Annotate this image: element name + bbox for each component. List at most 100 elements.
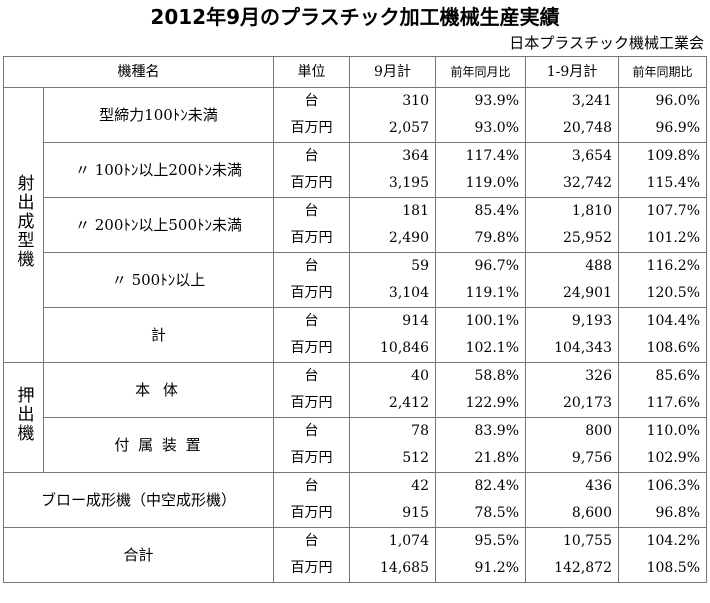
month-yoy-cell: 78.5% bbox=[435, 500, 526, 528]
header-month: 9月計 bbox=[349, 56, 436, 88]
month-cell: 59 bbox=[349, 252, 436, 280]
unit-cell: 百万円 bbox=[273, 445, 350, 473]
cumulative-yoy-cell: 104.4% bbox=[618, 307, 707, 335]
unit-cell: 台 bbox=[273, 197, 350, 225]
header-item: 機種名 bbox=[3, 56, 274, 88]
cumulative-cell: 9,756 bbox=[525, 445, 619, 473]
unit-cell: 百万円 bbox=[273, 335, 350, 363]
cumulative-yoy-cell: 110.0% bbox=[618, 417, 707, 445]
cumulative-cell: 32,742 bbox=[525, 170, 619, 198]
table-row: 百万円 2,057 93.0% 20,748 96.9% bbox=[4, 115, 707, 143]
header-unit: 単位 bbox=[273, 56, 350, 88]
cumulative-yoy-cell: 120.5% bbox=[618, 280, 707, 308]
cumulative-cell: 488 bbox=[525, 252, 619, 280]
cumulative-yoy-cell: 106.3% bbox=[618, 472, 707, 500]
unit-cell: 百万円 bbox=[273, 280, 350, 308]
table-row: 〃 100ﾄﾝ以上200ﾄﾝ未満 台 364 117.4% 3,654 109.… bbox=[4, 142, 707, 198]
table-row: 〃 500ﾄﾝ以上 台 59 96.7% 488 116.2% bbox=[4, 252, 707, 308]
cumulative-cell: 800 bbox=[525, 417, 619, 445]
cumulative-cell: 20,748 bbox=[525, 115, 619, 143]
month-yoy-cell: 93.9% bbox=[435, 87, 526, 115]
month-yoy-cell: 95.5% bbox=[435, 527, 526, 555]
cumulative-cell: 9,193 bbox=[525, 307, 619, 335]
month-yoy-cell: 100.1% bbox=[435, 307, 526, 335]
cumulative-yoy-cell: 115.4% bbox=[618, 170, 707, 198]
month-yoy-cell: 83.9% bbox=[435, 417, 526, 445]
table-row: 付 属 装 置 台 78 83.9% 800 110.0% bbox=[4, 417, 707, 473]
month-cell: 364 bbox=[349, 142, 436, 170]
cumulative-yoy-cell: 102.9% bbox=[618, 445, 707, 473]
cumulative-yoy-cell: 117.6% bbox=[618, 390, 707, 418]
item-label: 〃 200ﾄﾝ以上500ﾄﾝ未満 bbox=[43, 197, 274, 253]
month-cell: 40 bbox=[349, 362, 436, 390]
cumulative-cell: 104,343 bbox=[525, 335, 619, 363]
unit-cell: 台 bbox=[273, 362, 350, 390]
header-row: 機種名 単位 9月計 前年同月比 1-9月計 前年同期比 bbox=[3, 56, 707, 88]
cumulative-cell: 326 bbox=[525, 362, 619, 390]
unit-cell: 台 bbox=[273, 307, 350, 335]
item-label: 〃 500ﾄﾝ以上 bbox=[43, 252, 274, 308]
month-cell: 2,490 bbox=[349, 225, 436, 253]
table-row: ブロー成形機（中空成形機） 台 42 82.4% 436 106.3% bbox=[3, 472, 707, 528]
cumulative-cell: 436 bbox=[525, 472, 619, 500]
month-yoy-cell: 122.9% bbox=[435, 390, 526, 418]
unit-cell: 台 bbox=[273, 417, 350, 445]
item-label: 合計 bbox=[3, 527, 274, 583]
cumulative-cell: 24,901 bbox=[525, 280, 619, 308]
month-yoy-cell: 82.4% bbox=[435, 472, 526, 500]
unit-cell: 台 bbox=[273, 472, 350, 500]
unit-cell: 百万円 bbox=[273, 500, 350, 528]
table-row: 計 台 914 100.1% 9,193 104.4% bbox=[4, 307, 707, 363]
cumulative-cell: 10,755 bbox=[525, 527, 619, 555]
month-cell: 914 bbox=[349, 307, 436, 335]
month-yoy-cell: 21.8% bbox=[435, 445, 526, 473]
unit-cell: 百万円 bbox=[273, 390, 350, 418]
month-yoy-cell: 117.4% bbox=[435, 142, 526, 170]
month-yoy-cell: 96.7% bbox=[435, 252, 526, 280]
production-table: 機種名 単位 9月計 前年同月比 1-9月計 前年同期比 射出成型機 型締力10… bbox=[3, 56, 707, 583]
month-yoy-cell: 119.0% bbox=[435, 170, 526, 198]
cumulative-yoy-cell: 96.0% bbox=[618, 87, 707, 115]
table-row: 百万円 3,195 119.0% 32,742 115.4% bbox=[4, 170, 707, 198]
month-cell: 78 bbox=[349, 417, 436, 445]
unit-cell: 台 bbox=[273, 142, 350, 170]
month-yoy-cell: 85.4% bbox=[435, 197, 526, 225]
cumulative-yoy-cell: 101.2% bbox=[618, 225, 707, 253]
header-cumulative: 1-9月計 bbox=[525, 56, 619, 88]
table-row: 合計 台 1,074 95.5% 10,755 104.2% bbox=[3, 527, 707, 583]
month-yoy-cell: 102.1% bbox=[435, 335, 526, 363]
month-yoy-cell: 79.8% bbox=[435, 225, 526, 253]
cumulative-cell: 3,654 bbox=[525, 142, 619, 170]
month-cell: 2,057 bbox=[349, 115, 436, 143]
table-row: 押出機 本 体 台 40 58.8% 326 85.6% bbox=[3, 362, 707, 473]
group-injection-label: 射出成型機 bbox=[3, 87, 44, 363]
unit-cell: 百万円 bbox=[273, 170, 350, 198]
month-cell: 14,685 bbox=[349, 555, 436, 583]
cumulative-yoy-cell: 104.2% bbox=[618, 527, 707, 555]
table-row: 百万円 915 78.5% 8,600 96.8% bbox=[4, 500, 707, 528]
month-cell: 2,412 bbox=[349, 390, 436, 418]
cumulative-cell: 25,952 bbox=[525, 225, 619, 253]
organization-name: 日本プラスチック機械工業会 bbox=[509, 34, 704, 52]
item-label: 本 体 bbox=[43, 362, 274, 418]
month-yoy-cell: 58.8% bbox=[435, 362, 526, 390]
item-label: ブロー成形機（中空成形機） bbox=[3, 472, 274, 528]
table-row: 射出成型機 型締力100ﾄﾝ未満 台 310 93.9% 3,241 96.0% bbox=[3, 87, 707, 363]
cumulative-yoy-cell: 108.5% bbox=[618, 555, 707, 583]
month-cell: 915 bbox=[349, 500, 436, 528]
cumulative-yoy-cell: 107.7% bbox=[618, 197, 707, 225]
month-cell: 512 bbox=[349, 445, 436, 473]
month-yoy-cell: 91.2% bbox=[435, 555, 526, 583]
month-cell: 3,104 bbox=[349, 280, 436, 308]
cumulative-cell: 142,872 bbox=[525, 555, 619, 583]
table-row: 百万円 3,104 119.1% 24,901 120.5% bbox=[4, 280, 707, 308]
group-extrusion-text: 押出機 bbox=[13, 385, 34, 443]
item-label: 〃 100ﾄﾝ以上200ﾄﾝ未満 bbox=[43, 142, 274, 198]
cumulative-yoy-cell: 85.6% bbox=[618, 362, 707, 390]
cumulative-yoy-cell: 96.8% bbox=[618, 500, 707, 528]
page-title: 2012年9月のプラスチック加工機械生産実績 bbox=[150, 5, 560, 29]
cumulative-yoy-cell: 96.9% bbox=[618, 115, 707, 143]
item-label: 型締力100ﾄﾝ未満 bbox=[43, 87, 274, 143]
unit-cell: 台 bbox=[273, 87, 350, 115]
month-yoy-cell: 93.0% bbox=[435, 115, 526, 143]
